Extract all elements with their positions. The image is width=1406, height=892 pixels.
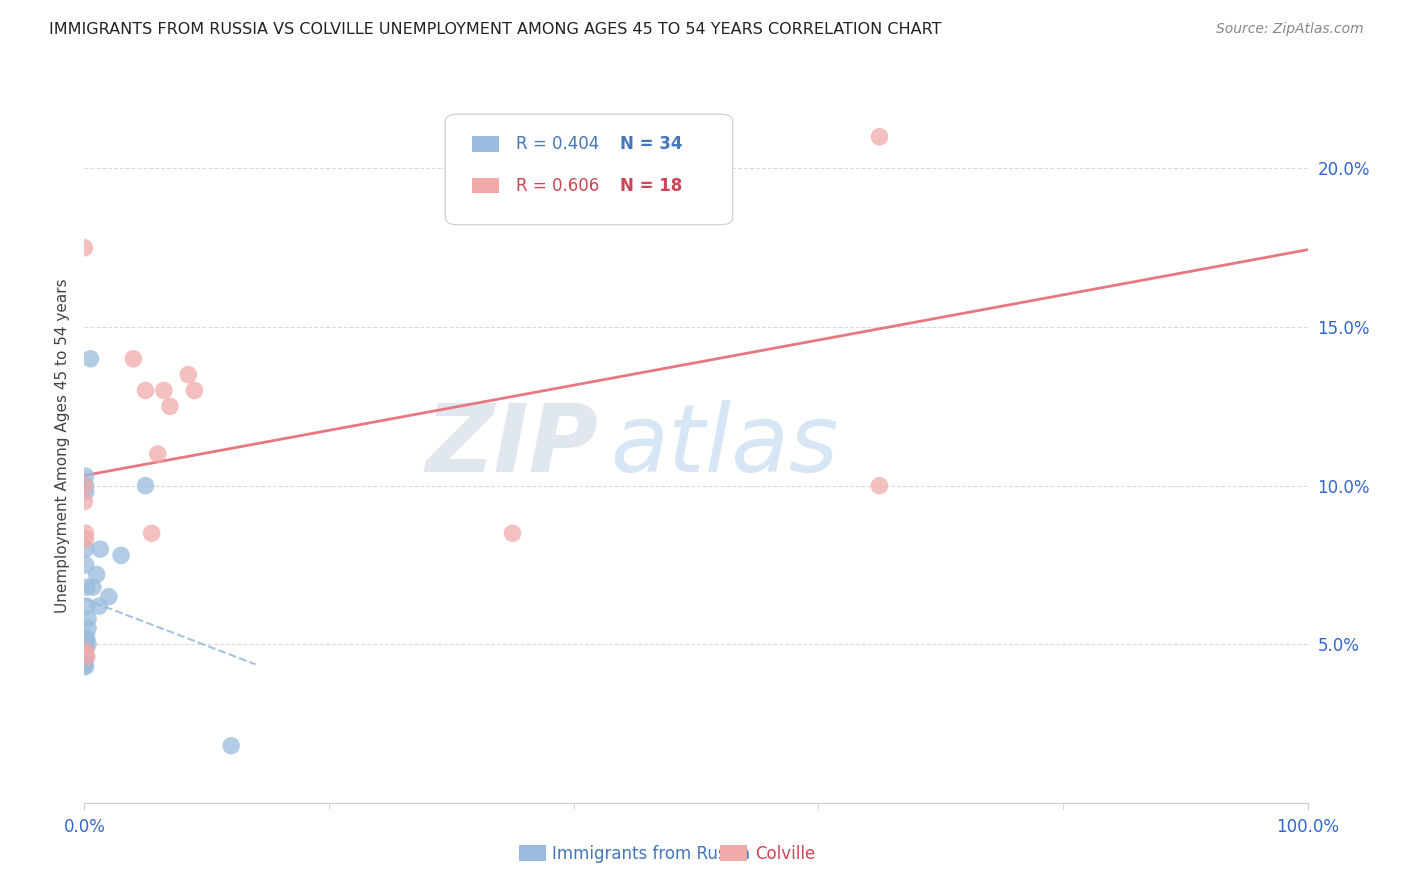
- Bar: [720, 845, 748, 861]
- Text: N = 18: N = 18: [620, 177, 682, 194]
- Text: Immigrants from Russia: Immigrants from Russia: [551, 846, 749, 863]
- Point: [135, 478, 157, 492]
- Point: [75, 643, 97, 657]
- Point: [76, 580, 98, 594]
- Text: Colville: Colville: [755, 846, 815, 863]
- Point: [73, 640, 96, 655]
- Point: [73, 659, 96, 673]
- Point: [75, 634, 97, 648]
- Bar: [472, 178, 499, 194]
- Point: [135, 384, 157, 398]
- Text: Source: ZipAtlas.com: Source: ZipAtlas.com: [1216, 22, 1364, 37]
- Point: [76, 649, 98, 664]
- Point: [73, 637, 96, 651]
- Point: [75, 526, 97, 541]
- Point: [76, 599, 98, 614]
- Point: [153, 384, 176, 398]
- Text: N = 34: N = 34: [620, 136, 683, 153]
- Point: [75, 533, 97, 547]
- Point: [75, 558, 97, 572]
- Point: [183, 384, 205, 398]
- Bar: [519, 845, 546, 861]
- Point: [869, 129, 891, 144]
- Point: [87, 599, 110, 614]
- Text: IMMIGRANTS FROM RUSSIA VS COLVILLE UNEMPLOYMENT AMONG AGES 45 TO 54 YEARS CORREL: IMMIGRANTS FROM RUSSIA VS COLVILLE UNEMP…: [49, 22, 942, 37]
- Point: [75, 637, 97, 651]
- Point: [75, 643, 97, 657]
- Y-axis label: Unemployment Among Ages 45 to 54 years: Unemployment Among Ages 45 to 54 years: [55, 278, 70, 614]
- Point: [75, 640, 97, 655]
- Text: ZIP: ZIP: [425, 400, 598, 492]
- FancyBboxPatch shape: [446, 114, 733, 225]
- Point: [76, 631, 98, 645]
- Point: [73, 643, 96, 657]
- Point: [75, 542, 97, 557]
- Point: [79, 351, 101, 366]
- Point: [146, 447, 169, 461]
- Point: [219, 739, 242, 753]
- Point: [73, 657, 96, 671]
- Point: [110, 549, 132, 563]
- Text: R = 0.404: R = 0.404: [516, 136, 599, 153]
- Point: [89, 542, 111, 557]
- Point: [502, 526, 524, 541]
- Point: [869, 478, 891, 492]
- Point: [86, 567, 108, 582]
- Point: [122, 351, 145, 366]
- Point: [77, 621, 100, 635]
- Point: [75, 469, 97, 483]
- Point: [75, 649, 97, 664]
- Point: [73, 241, 96, 255]
- Text: R = 0.606: R = 0.606: [516, 177, 599, 194]
- Point: [97, 590, 120, 604]
- Point: [75, 478, 97, 492]
- Point: [177, 368, 200, 382]
- Text: atlas: atlas: [610, 401, 838, 491]
- Point: [75, 659, 97, 673]
- Point: [141, 526, 163, 541]
- Point: [73, 478, 96, 492]
- Point: [73, 653, 96, 667]
- Point: [77, 612, 100, 626]
- Point: [159, 400, 181, 414]
- Point: [73, 647, 96, 661]
- Point: [73, 649, 96, 664]
- Point: [75, 485, 97, 500]
- Point: [77, 637, 100, 651]
- Point: [82, 580, 104, 594]
- Point: [73, 494, 96, 508]
- Bar: [472, 136, 499, 152]
